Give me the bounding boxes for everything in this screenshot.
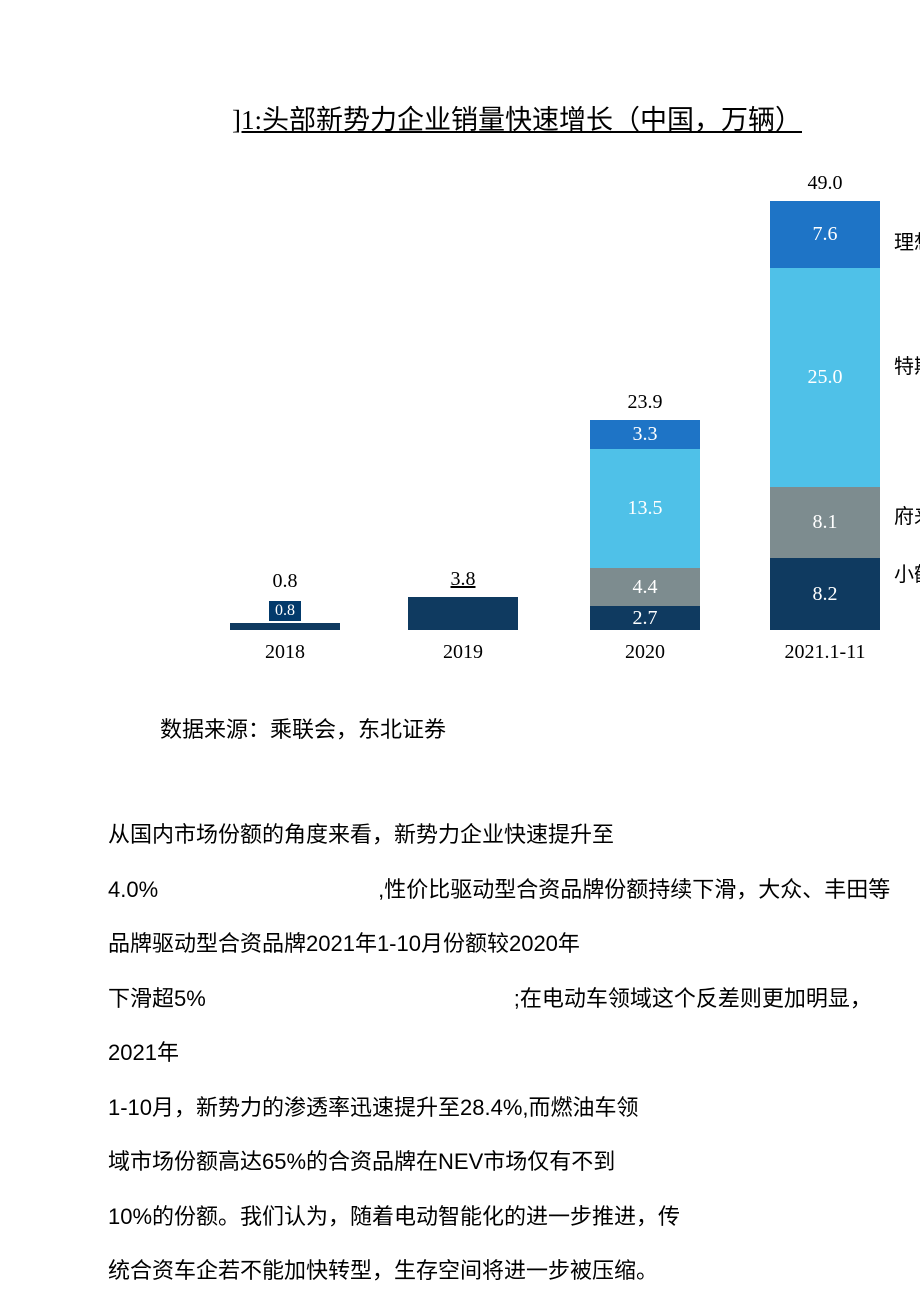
x-category-label: 2020 — [590, 641, 700, 664]
bar-segment: 2.7 — [590, 606, 700, 630]
body-line: 从国内市场份额的角度来看，新势力企业快速提升至 — [108, 808, 906, 863]
bar-segment: 7.6 — [770, 201, 880, 268]
body-line: 1-10月，新势力的渗透率迅速提升至28.4%,而燃油车领 — [108, 1081, 906, 1136]
bar-segment: 4.4 — [590, 568, 700, 607]
body-line: 域市场份额高达65%的合资品牌在NEV市场仅有不到 — [108, 1135, 906, 1190]
bar-segment — [408, 597, 518, 630]
series-label: 理想 — [894, 226, 920, 255]
bar-value-label: 0.8 — [269, 601, 301, 621]
bar-segment: 13.5 — [590, 449, 700, 567]
bar-segment: 8.2 — [770, 558, 880, 630]
chart-title: ]1:头部新势力企业销量快速增长（中国，万辆） — [232, 98, 802, 137]
bar-total-label: 49.0 — [770, 172, 880, 195]
body-line: 下滑超5% ;在电动车领域这个反差则更加明显，2021年 — [108, 972, 906, 1081]
body-text: 从国内市场份额的角度来看，新势力企业快速提升至4.0% ,性价比驱动型合资品牌份… — [108, 808, 906, 1299]
bar-segment: 8.1 — [770, 487, 880, 558]
series-label: 特斯拉 — [894, 350, 920, 379]
chart-area: 2018 0.8 0.8 2019 3.8 2020 2.74.413.53.3 23.9 20… — [160, 160, 880, 670]
x-category-label: 2021.1-11 — [770, 641, 880, 664]
bar-total-label: 3.8 — [408, 568, 518, 591]
bar-segment — [230, 623, 340, 630]
body-line: 统合资车企若不能加快转型，生存空间将进一步被压缩。 — [108, 1244, 906, 1299]
series-label: 小鹤 — [894, 558, 920, 587]
bar-value-box: 0.8 — [230, 601, 340, 621]
source-line: 数据来源：乘联会，东北证券 — [160, 712, 446, 744]
x-category-label: 2019 — [408, 641, 518, 664]
body-line: 10%的份额。我们认为，随着电动智能化的进一步推进，传 — [108, 1190, 906, 1245]
bar-total-label: 0.8 — [230, 570, 340, 593]
body-line: 品牌驱动型合资品牌2021年1-10月份额较2020年 — [108, 917, 906, 972]
series-label: 府来 — [894, 500, 920, 529]
body-line: 4.0% ,性价比驱动型合资品牌份额持续下滑，大众、丰田等 — [108, 863, 906, 918]
bar-total-label: 23.9 — [590, 391, 700, 414]
x-category-label: 2018 — [230, 641, 340, 664]
bar-segment: 25.0 — [770, 268, 880, 487]
chart-plot: 20180.80.820193.820202.74.413.53.323.920… — [210, 200, 820, 630]
bar-segment: 3.3 — [590, 420, 700, 449]
